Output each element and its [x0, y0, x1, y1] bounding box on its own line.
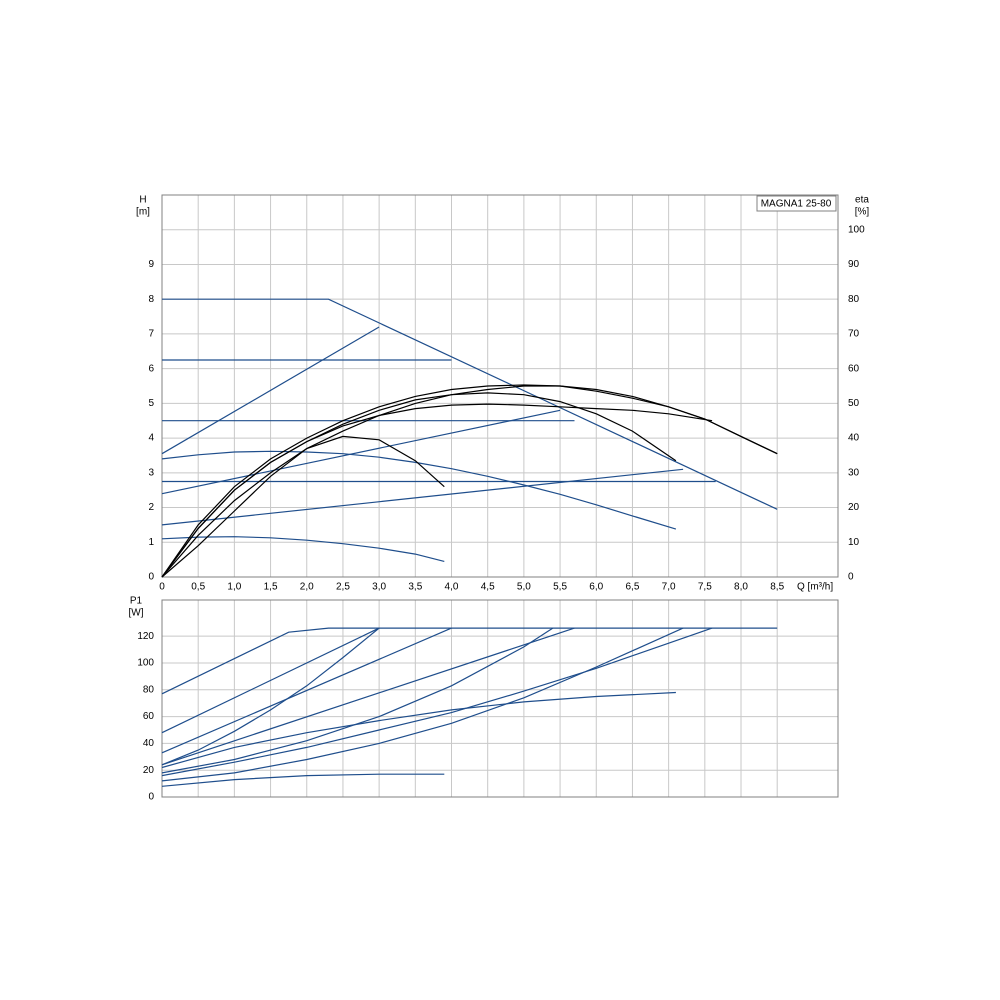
x-tick-label: 1,0: [227, 582, 241, 593]
y2-tick-label: 30: [848, 467, 860, 478]
y2-tick-label: 50: [848, 398, 860, 409]
curve: [161, 773, 445, 787]
curve: [161, 627, 380, 766]
curve: [162, 298, 778, 510]
y-tick-label: 0: [148, 792, 154, 803]
curve: [161, 627, 778, 695]
x-tick-label: 0: [159, 582, 165, 593]
y-tick-label: 8: [148, 294, 154, 305]
y2-tick-label: 100: [848, 224, 865, 235]
y-tick-label: 1: [148, 537, 154, 548]
y2-tick-label: 70: [848, 329, 860, 340]
y-tick-label: 3: [148, 467, 154, 478]
x-tick-label: 0,5: [191, 582, 205, 593]
x-tick-label: 7,5: [698, 582, 712, 593]
y-tick-label: 20: [143, 765, 155, 776]
plot-frame: [161, 599, 839, 798]
y-tick-label: 7: [148, 329, 154, 340]
x-tick-label: 3,5: [408, 582, 422, 593]
y-tick-label: 6: [148, 363, 154, 374]
x-tick-label: 6,0: [589, 582, 603, 593]
x-tick-label: 7,0: [662, 582, 676, 593]
x-tick-label: 2,0: [300, 582, 314, 593]
plot-frame: [161, 194, 839, 578]
curve: [161, 627, 554, 774]
y-axis-label: P1: [130, 596, 143, 607]
x-tick-label: 3,0: [372, 582, 386, 593]
y2-tick-label: 90: [848, 259, 860, 270]
y2-tick-label: 20: [848, 502, 860, 513]
annotation: MAGNA1 25-80: [761, 199, 832, 210]
x-tick-label: 8,0: [734, 582, 748, 593]
x-tick-label: 2,5: [336, 582, 350, 593]
curve: [161, 627, 575, 766]
y-tick-label: 9: [148, 259, 154, 270]
y-tick-label: 4: [148, 433, 154, 444]
y-axis-label: H: [139, 195, 146, 206]
x-tick-label: 4,0: [445, 582, 459, 593]
y-tick-label: 60: [143, 711, 155, 722]
y-tick-label: 100: [137, 658, 154, 669]
y2-tick-label: 80: [848, 294, 860, 305]
curve: [161, 392, 677, 578]
y2-tick-label: 0: [848, 572, 854, 583]
curve: [161, 627, 380, 734]
x-axis-label: Q [m³/h]: [797, 582, 833, 593]
x-tick-label: 5,0: [517, 582, 531, 593]
curve: [161, 468, 684, 526]
x-tick-label: 5,5: [553, 582, 567, 593]
x-tick-label: 4,5: [481, 582, 495, 593]
y2-tick-label: 60: [848, 363, 860, 374]
y2-tick-label: 10: [848, 537, 860, 548]
curve: [161, 627, 452, 754]
x-tick-label: 6,5: [625, 582, 639, 593]
y-tick-label: 120: [137, 631, 154, 642]
y-tick-label: 80: [143, 684, 155, 695]
annotation-box: [756, 195, 837, 212]
x-tick-label: 8,5: [770, 582, 784, 593]
y2-axis-unit: [%]: [855, 207, 870, 218]
curve: [161, 326, 380, 455]
y2-tick-label: 40: [848, 433, 860, 444]
y-axis-unit: [W]: [129, 608, 144, 619]
curve: [161, 627, 713, 777]
y-axis-unit: [m]: [136, 207, 150, 218]
y-tick-label: 5: [148, 398, 154, 409]
curve: [161, 450, 677, 530]
y-tick-label: 40: [143, 738, 155, 749]
y2-axis-label: eta: [855, 195, 869, 206]
curve: [161, 409, 561, 495]
y-tick-label: 2: [148, 502, 154, 513]
curve: [161, 385, 778, 578]
curve: [161, 536, 445, 562]
curve: [161, 691, 676, 769]
y-tick-label: 0: [148, 572, 154, 583]
x-tick-label: 1,5: [264, 582, 278, 593]
